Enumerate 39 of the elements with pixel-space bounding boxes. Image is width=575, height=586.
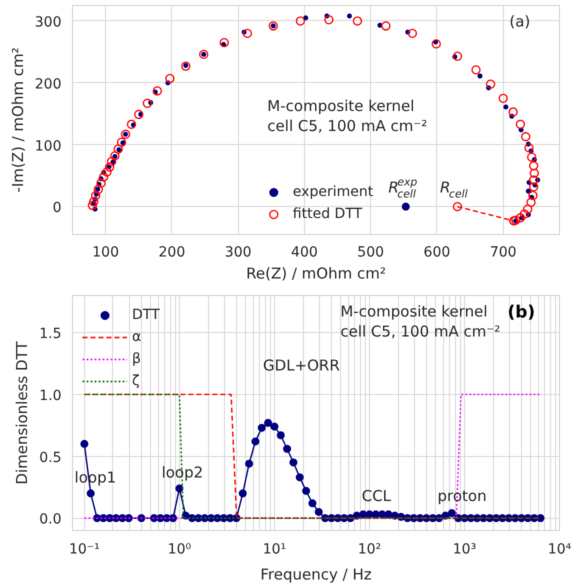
annotation: loop2 <box>162 463 204 482</box>
annotation: M-composite kernel cell C5, 100 mA cm⁻² <box>340 302 500 341</box>
legend-label: DTT <box>132 307 160 323</box>
x-tick-label: 500 <box>357 244 384 260</box>
y-tick-label: 1.5 <box>39 326 62 342</box>
y-tick-label: 200 <box>34 76 62 92</box>
x-axis-title: Re(Z) / mOhm cm² <box>246 264 386 282</box>
legend-label: fitted DTT <box>292 206 362 222</box>
annotation: M-composite kernel cell C5, 100 mA cm⁻² <box>267 97 428 136</box>
x-tick-label: 200 <box>158 244 186 260</box>
y-axis-title: -Im(Z) / mOhm cm² <box>8 47 27 193</box>
legend-label: α <box>132 329 142 345</box>
x-tick-label: 10⁴ <box>548 542 572 558</box>
x-tick-label: 10³ <box>452 542 476 558</box>
annotation: GDL+ORR <box>263 356 340 375</box>
y-tick-label: 100 <box>34 138 62 154</box>
y-tick-label: 1.0 <box>39 388 62 404</box>
annotation: (a) <box>509 12 530 30</box>
x-tick-label: 10¹ <box>262 542 286 558</box>
x-tick-label: 400 <box>291 244 318 260</box>
x-tick-label: 600 <box>424 244 450 260</box>
legend-label: experiment <box>292 184 374 200</box>
y-tick-label: 0.0 <box>39 512 62 528</box>
y-tick-label: 0 <box>52 200 62 216</box>
x-tick-label: 10² <box>358 542 382 558</box>
annotation: (b) <box>507 302 536 323</box>
y-axis-title: Dimensionless DTT <box>13 340 32 485</box>
x-tick-label: 700 <box>490 244 517 260</box>
x-axis-title: Frequency / Hz <box>260 566 372 584</box>
x-tick-label: 300 <box>224 244 252 260</box>
y-tick-label: 0.5 <box>39 450 62 466</box>
legend-label: ζ <box>132 373 141 389</box>
x-tick-label: 100 <box>92 244 120 260</box>
x-tick-label: 10⁰ <box>168 542 192 558</box>
legend-label: β <box>132 351 142 367</box>
x-tick-label: 10⁻¹ <box>68 542 100 558</box>
y-tick-label: 300 <box>34 14 62 30</box>
annotation: proton <box>437 486 487 505</box>
annotation: CCL <box>362 486 392 505</box>
